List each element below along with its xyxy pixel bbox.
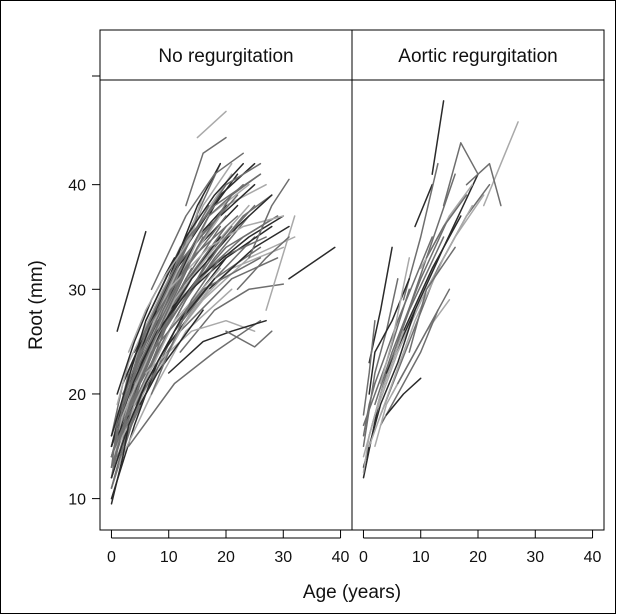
series-line [127, 236, 193, 353]
series-line [162, 204, 256, 332]
series-line [150, 257, 222, 395]
y-tick-label: 40 [68, 178, 86, 195]
x-axis-label: Age (years) [303, 582, 401, 603]
series-line [374, 236, 433, 385]
series-line [236, 236, 290, 291]
panel-aortic-regurgitation: Aortic regurgitation [351, 29, 605, 531]
series-line [225, 330, 273, 348]
panel-title: No regurgitation [158, 46, 293, 67]
series-line [379, 257, 411, 385]
x-axis-left: 0 10 20 30 40 [107, 530, 350, 566]
series-line [288, 246, 336, 280]
series-line [110, 257, 262, 458]
series-line [127, 319, 262, 448]
series-line [362, 309, 416, 468]
series-line [116, 194, 273, 427]
x-axis-right: 0 10 20 30 40 [359, 530, 602, 566]
series-line [167, 319, 267, 374]
x-tick-label: 0 [359, 549, 368, 566]
series-line [408, 246, 456, 353]
series-line [156, 162, 262, 311]
series-line [133, 173, 262, 385]
series-line [397, 288, 451, 385]
series-line [442, 142, 479, 207]
x-tick-label: 40 [584, 549, 602, 566]
series-line [110, 162, 244, 437]
series-line [362, 382, 376, 437]
series-line [248, 178, 290, 259]
series-line [139, 309, 204, 406]
series-line [385, 173, 479, 374]
series-line [379, 183, 491, 416]
series-line [465, 162, 502, 207]
series-line [362, 319, 376, 416]
series-line [425, 194, 468, 259]
series-line [185, 136, 227, 207]
series-line [362, 330, 405, 474]
x-tick-label: 30 [526, 549, 544, 566]
series-line [116, 230, 147, 332]
x-tick-label: 20 [217, 549, 235, 566]
y-tick-label: 30 [68, 282, 86, 299]
series-line [116, 288, 233, 468]
y-tick-label: 10 [68, 492, 86, 509]
series-line [127, 257, 279, 416]
series-line [431, 100, 445, 175]
y-axis: 10 20 30 40 [68, 75, 101, 509]
x-tick-label: 0 [107, 549, 116, 566]
y-axis-label: Root (mm) [26, 260, 47, 350]
series-line [482, 121, 519, 207]
x-tick-label: 30 [274, 549, 292, 566]
series-line [385, 377, 422, 416]
y-tick-label: 20 [68, 387, 86, 404]
panel-strip [99, 29, 353, 81]
panel-title: Aortic regurgitation [398, 46, 557, 67]
series-line [150, 152, 244, 291]
series-line [379, 309, 439, 427]
series-line [196, 110, 227, 139]
series-line [368, 246, 393, 364]
series-line [116, 173, 233, 406]
series-line [110, 340, 170, 505]
series-line [110, 340, 147, 458]
panel-strip [351, 29, 605, 81]
series-line [414, 183, 433, 228]
series-line [265, 215, 296, 311]
series-line [139, 204, 210, 343]
x-tick-label: 40 [332, 549, 350, 566]
x-tick-label: 10 [160, 549, 178, 566]
series-line [368, 204, 474, 448]
series-line [179, 283, 285, 353]
panel-no-regurgitation: No regurgitation [99, 29, 353, 531]
series-group [362, 100, 519, 479]
series-line [362, 278, 399, 448]
series-group [110, 110, 336, 505]
x-tick-label: 20 [469, 549, 487, 566]
x-tick-label: 10 [412, 549, 430, 566]
